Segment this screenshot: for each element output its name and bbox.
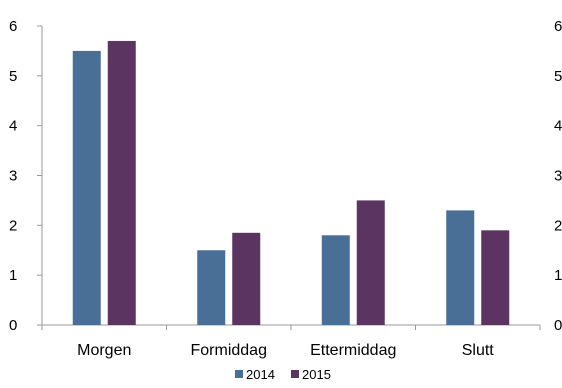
bar-2015	[107, 40, 136, 325]
y-tick-label: 5	[9, 68, 17, 85]
x-category-label: Ettermiddag	[310, 342, 396, 359]
y2-tick-label: 1	[554, 267, 562, 284]
legend-label-2015: 2015	[302, 367, 331, 382]
x-category-label: Formiddag	[191, 342, 267, 359]
y2-tick-label: 3	[554, 168, 562, 185]
bar-2014	[321, 235, 350, 325]
x-category-label: Morgen	[77, 342, 131, 359]
y-tick-label: 1	[9, 267, 17, 284]
y2-tick-label: 2	[554, 217, 562, 234]
bar-2014	[72, 50, 101, 326]
chart-bars	[72, 40, 510, 326]
y-tick-label: 0	[9, 317, 17, 334]
chart-legend: 2014 2015	[235, 367, 331, 382]
y2-tick-label: 4	[554, 118, 562, 135]
legend-swatch-2015	[291, 370, 299, 378]
y-tick-label: 6	[9, 18, 17, 35]
y2-tick-label: 5	[554, 68, 562, 85]
y-tick-label: 3	[9, 168, 17, 185]
y-tick-label: 4	[9, 118, 17, 135]
x-category-label: Slutt	[462, 342, 495, 359]
bar-2015	[481, 230, 510, 325]
y2-tick-label: 0	[554, 317, 562, 334]
y2-tick-label: 6	[554, 18, 562, 35]
bar-2015	[232, 232, 261, 325]
legend-label-2014: 2014	[246, 367, 275, 382]
legend-swatch-2014	[235, 370, 243, 378]
bar-2015	[356, 200, 385, 325]
chart-labels: 0 1 2 3 4 5 6 0 1 2 3 4 5 6 Morgen Formiddag Ettermiddag…	[9, 18, 562, 359]
bar-2014	[197, 250, 226, 325]
y-tick-label: 2	[9, 217, 17, 234]
bar-2014	[446, 210, 475, 325]
